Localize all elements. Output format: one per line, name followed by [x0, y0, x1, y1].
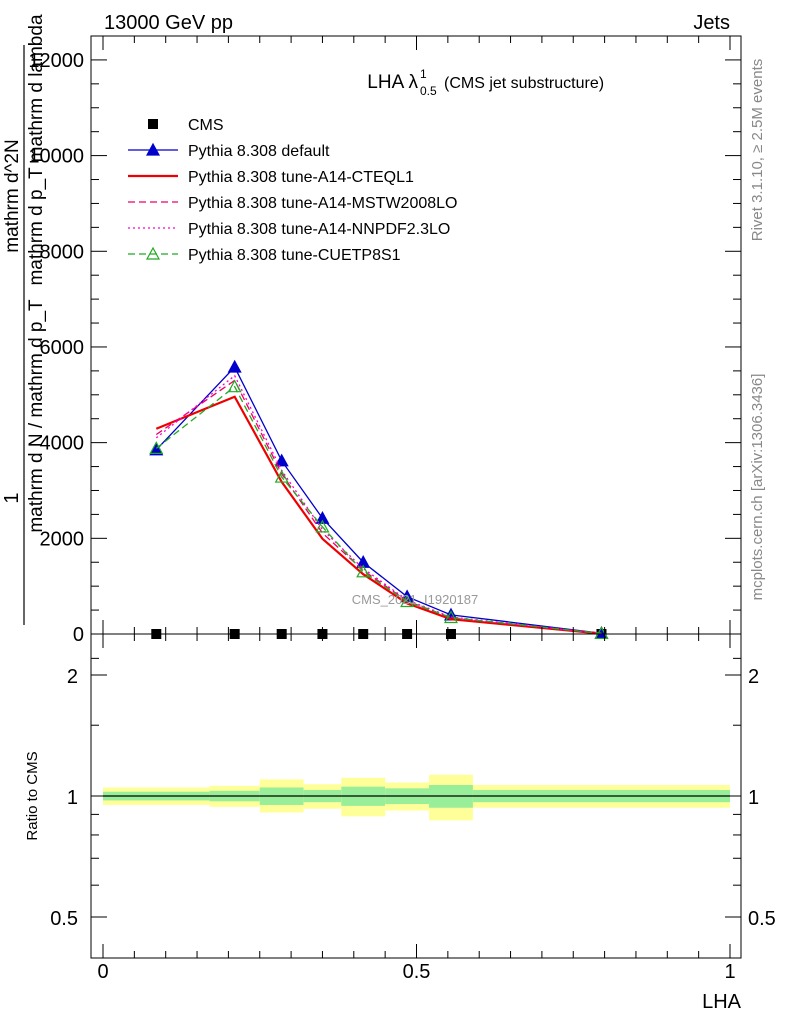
- x-tick-label: 0: [97, 961, 108, 983]
- legend: CMS Pythia 8.308 default Pythia 8.308 tune…: [128, 117, 457, 264]
- ratio-axis-ticks: 0.5 0.5 1 1 2 2 0 0.5 1: [50, 634, 776, 983]
- series-line: [155, 365, 602, 634]
- header-energy-label: 13000 GeV pp: [104, 12, 233, 34]
- ratio-panel: 0.5 0.5 1 1 2 2 0 0.5 1 Ratio to CMS LHA: [24, 633, 776, 1013]
- ratio-ytick-label: 2: [67, 666, 78, 688]
- legend-item: CMS: [148, 117, 224, 134]
- main-ytick-label: 4000: [40, 433, 85, 455]
- main-ytick-label: 2000: [40, 528, 85, 550]
- x-tick-label: 1: [724, 961, 735, 983]
- ylabel-numerator: 1: [1, 492, 23, 503]
- analysis-watermark: CMS_2021_I1920187: [352, 592, 479, 607]
- series-point: [227, 359, 242, 373]
- ratio-ytick-label-right: 0.5: [748, 908, 776, 930]
- series-point: [356, 554, 371, 568]
- series-4: [155, 374, 602, 635]
- ylabel-fraction-top: mathrm d^2N: [2, 139, 23, 252]
- legend-label: CMS: [188, 117, 224, 134]
- rivet-version-label: Rivet 3.1.10, ≥ 2.5M events: [749, 59, 766, 242]
- series-point: [149, 441, 164, 454]
- main-axis-ticks: 0 2000 4000 6000 8000 10000 12000: [28, 36, 741, 646]
- series-point: [274, 453, 289, 467]
- title-suffix: (CMS jet substructure): [444, 75, 604, 92]
- series-point: [356, 564, 371, 578]
- main-ytick-label: 6000: [40, 337, 85, 359]
- ratio-data-layer: [103, 774, 730, 821]
- main-ytick-label: 10000: [28, 146, 84, 168]
- plot-title: LHA λ 1 0.5 (CMS jet substructure): [367, 67, 604, 98]
- series-point: [315, 510, 330, 524]
- x-axis-label: LHA: [702, 991, 742, 1013]
- main-ytick-label: 0: [73, 624, 84, 646]
- legend-label: Pythia 8.308 tune-CUETP8S1: [188, 247, 401, 264]
- ratio-ytick-label: 0.5: [50, 908, 78, 930]
- title-subscript: 0.5: [420, 84, 437, 98]
- ratio-ytick-label-right: 2: [748, 666, 759, 688]
- header-jets-label: Jets: [693, 12, 730, 34]
- title-superscript: 1: [420, 67, 427, 81]
- ratio-ytick-label: 1: [67, 787, 78, 809]
- series-line: [155, 374, 602, 635]
- ylabel-fraction-bottom: mathrm d p_T mathrm d lambda: [26, 14, 47, 285]
- series-line: [155, 385, 602, 635]
- series-point: [400, 594, 415, 608]
- legend-item: Pythia 8.308 tune-CUETP8S1: [128, 246, 401, 264]
- x-tick-label: 0.5: [403, 961, 431, 983]
- legend-swatch: [148, 119, 158, 129]
- title-main: LHA λ: [367, 72, 418, 93]
- series-2: [155, 395, 602, 635]
- legend-item: Pythia 8.308 default: [128, 142, 330, 160]
- ratio-y-axis-label: Ratio to CMS: [24, 751, 41, 840]
- series-point: [315, 519, 330, 533]
- legend-label: Pythia 8.308 tune-A14-MSTW2008LO: [188, 195, 457, 212]
- series-point: [227, 379, 242, 393]
- legend-label: Pythia 8.308 tune-A14-NNPDF2.3LO: [188, 221, 450, 238]
- main-ytick-label: 12000: [28, 50, 84, 72]
- series-point: [149, 442, 164, 456]
- main-y-axis-label: 1 mathrm d N / mathrm d p_T mathrm d^2N …: [1, 14, 47, 625]
- mcplots-label: mcplots.cern.ch [arXiv:1306.3436]: [749, 374, 766, 601]
- series-line: [155, 395, 602, 635]
- main-data-layer: [149, 359, 609, 640]
- legend-label: Pythia 8.308 tune-A14-CTEQL1: [188, 169, 414, 186]
- main-ytick-label: 8000: [40, 241, 85, 263]
- main-panel: 0 2000 4000 6000 8000 10000 12000 CMS_2021_I19…: [1, 14, 742, 646]
- legend-label: Pythia 8.308 default: [188, 143, 330, 160]
- legend-item: Pythia 8.308 tune-A14-CTEQL1: [128, 169, 414, 186]
- series-point: [443, 610, 458, 624]
- legend-marker: [145, 142, 161, 156]
- ylabel-denominator: mathrm d N / mathrm d p_T: [26, 299, 47, 533]
- legend-marker: [145, 246, 161, 260]
- legend-item: Pythia 8.308 tune-A14-MSTW2008LO: [128, 195, 457, 212]
- series-point: [274, 469, 289, 483]
- legend-item: Pythia 8.308 tune-A14-NNPDF2.3LO: [128, 221, 450, 238]
- ratio-ytick-label-right: 1: [748, 787, 759, 809]
